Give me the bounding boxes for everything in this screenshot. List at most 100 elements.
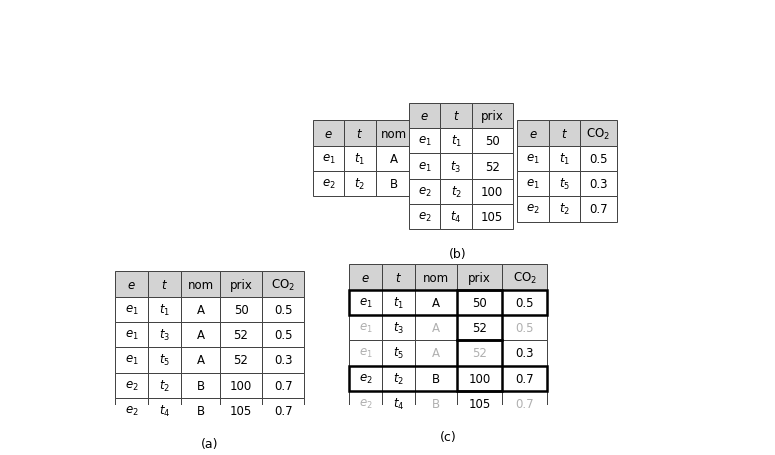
Text: $e_2$: $e_2$ <box>125 379 138 392</box>
Bar <box>376 147 413 172</box>
Text: $e_2$: $e_2$ <box>359 397 373 410</box>
Bar <box>349 391 382 416</box>
Text: 0.5: 0.5 <box>274 329 292 341</box>
Text: 0.3: 0.3 <box>589 178 608 191</box>
Bar <box>349 366 547 391</box>
Text: A: A <box>197 303 205 316</box>
Bar <box>115 398 148 423</box>
Bar <box>181 373 220 398</box>
Text: $e_1$: $e_1$ <box>418 160 432 173</box>
Bar <box>349 265 382 290</box>
Text: B: B <box>390 178 398 191</box>
Bar <box>472 205 512 230</box>
Text: $e_1$: $e_1$ <box>418 135 432 148</box>
Bar <box>148 322 181 348</box>
Text: 50: 50 <box>473 296 487 309</box>
Text: (c): (c) <box>440 430 456 443</box>
Text: nom: nom <box>188 278 214 291</box>
Text: $e_1$: $e_1$ <box>322 152 336 166</box>
Text: $t$: $t$ <box>395 271 402 284</box>
Text: $t$: $t$ <box>560 127 567 140</box>
Text: A: A <box>197 329 205 341</box>
Text: 50: 50 <box>233 303 249 316</box>
Bar <box>349 315 382 340</box>
Text: $e_1$: $e_1$ <box>125 329 138 341</box>
Text: $e_2$: $e_2$ <box>322 178 336 191</box>
Bar <box>415 391 457 416</box>
Bar <box>457 290 502 340</box>
Text: $t_5$: $t_5$ <box>159 353 170 368</box>
Bar <box>262 373 304 398</box>
Text: $t_2$: $t_2$ <box>450 184 462 199</box>
Text: B: B <box>196 379 205 392</box>
Bar <box>115 373 148 398</box>
Bar <box>440 129 472 154</box>
Bar <box>502 315 547 340</box>
Bar <box>457 391 502 416</box>
Bar <box>580 147 617 172</box>
Bar <box>313 172 344 197</box>
Bar <box>115 322 148 348</box>
Bar <box>549 197 580 222</box>
Bar <box>502 391 547 416</box>
Bar <box>220 373 262 398</box>
Text: 0.7: 0.7 <box>515 372 534 385</box>
Text: B: B <box>432 372 440 385</box>
Text: 0.7: 0.7 <box>274 404 292 417</box>
Bar <box>580 121 617 147</box>
Bar <box>472 104 512 129</box>
Text: $t_3$: $t_3$ <box>159 327 170 343</box>
Text: $t_2$: $t_2$ <box>559 202 570 217</box>
Bar <box>409 179 440 205</box>
Bar <box>181 322 220 348</box>
Text: prix: prix <box>229 278 253 291</box>
Text: 52: 52 <box>233 354 249 367</box>
Bar <box>148 348 181 373</box>
Text: $e_1$: $e_1$ <box>359 321 373 334</box>
Bar <box>349 290 382 315</box>
Text: $t_1$: $t_1$ <box>159 302 170 317</box>
Bar <box>115 272 148 297</box>
Text: $e_1$: $e_1$ <box>359 347 373 359</box>
Bar <box>220 348 262 373</box>
Bar <box>440 179 472 205</box>
Bar <box>382 265 415 290</box>
Text: $t_3$: $t_3$ <box>450 159 462 174</box>
Bar <box>262 398 304 423</box>
Text: 52: 52 <box>472 321 487 334</box>
Text: $e$: $e$ <box>529 127 537 140</box>
Bar <box>415 315 457 340</box>
Text: $t_4$: $t_4$ <box>159 403 170 418</box>
Bar <box>440 205 472 230</box>
Bar <box>518 147 549 172</box>
Bar <box>382 340 415 366</box>
Bar <box>115 348 148 373</box>
Text: 0.3: 0.3 <box>274 354 292 367</box>
Bar <box>440 154 472 179</box>
Text: $e_1$: $e_1$ <box>125 303 138 316</box>
Bar <box>409 154 440 179</box>
Text: $e_1$: $e_1$ <box>526 178 539 191</box>
Text: $t_1$: $t_1$ <box>450 134 462 149</box>
Text: $t_5$: $t_5$ <box>559 177 570 192</box>
Bar <box>409 129 440 154</box>
Text: nom: nom <box>423 271 450 284</box>
Text: $t_1$: $t_1$ <box>393 295 405 310</box>
Text: 0.7: 0.7 <box>515 397 534 410</box>
Text: 105: 105 <box>469 397 491 410</box>
Text: $e_1$: $e_1$ <box>526 152 539 166</box>
Bar <box>349 366 382 391</box>
Text: 0.5: 0.5 <box>589 152 608 166</box>
Text: $e_2$: $e_2$ <box>125 404 138 417</box>
Bar <box>148 272 181 297</box>
Bar <box>502 265 547 290</box>
Text: $t$: $t$ <box>161 278 168 291</box>
Bar <box>376 172 413 197</box>
Text: A: A <box>432 347 440 359</box>
Bar <box>457 265 502 290</box>
Text: 100: 100 <box>481 186 503 198</box>
Text: 0.5: 0.5 <box>515 296 534 309</box>
Bar <box>344 121 376 147</box>
Text: CO$_2$: CO$_2$ <box>271 277 295 292</box>
Bar <box>148 373 181 398</box>
